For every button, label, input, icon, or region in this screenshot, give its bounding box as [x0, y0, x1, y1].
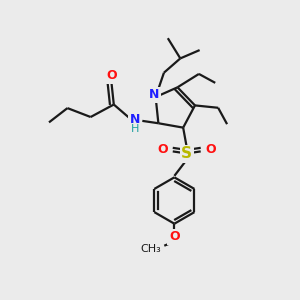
Text: S: S [181, 146, 192, 161]
Text: N: N [130, 113, 140, 126]
Text: O: O [205, 143, 216, 156]
Text: CH₃: CH₃ [140, 244, 161, 254]
Text: N: N [149, 88, 159, 101]
Text: O: O [158, 143, 168, 156]
Text: H: H [131, 124, 140, 134]
Text: O: O [107, 69, 117, 82]
Text: O: O [169, 230, 180, 243]
